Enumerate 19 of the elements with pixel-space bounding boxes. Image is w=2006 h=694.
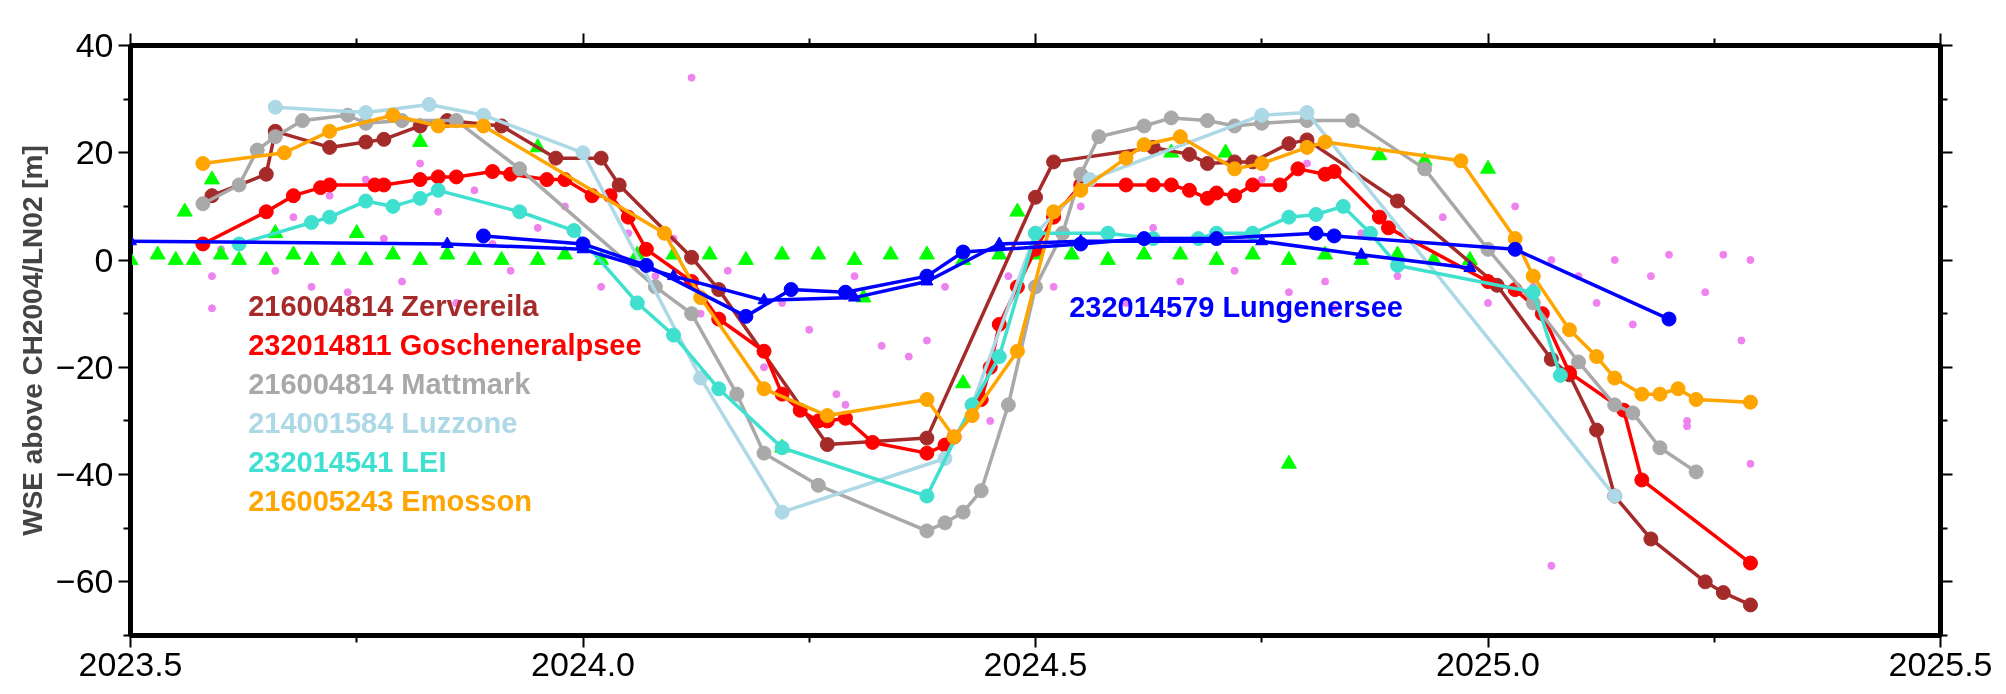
y-axis-title: WSE above CH2004/LN02 [m] xyxy=(16,145,48,536)
text: 216005243 Emosson xyxy=(248,484,532,517)
x-tick-label: 2024.5 xyxy=(983,644,1088,683)
text: 216004814 Mattmark xyxy=(248,367,532,400)
series-label: 232014579 Lungenersee xyxy=(1069,291,1403,324)
y-tick-label: 40 xyxy=(75,26,114,64)
text: 214001584 Luzzone xyxy=(248,406,518,439)
y-tick-label: 0 xyxy=(94,240,114,279)
text: 216004814 Zervereila xyxy=(248,289,540,322)
y-tick-label: 20 xyxy=(75,133,114,172)
x-tick-label: 2025.5 xyxy=(1888,644,1993,683)
text: 232014811 Goscheneralpsee xyxy=(248,328,642,361)
y-tick-label: −60 xyxy=(55,562,114,601)
y-tick-label: −40 xyxy=(55,455,114,494)
x-tick-label: 2024.0 xyxy=(531,644,635,683)
text: 232014541 LEI xyxy=(248,445,447,478)
y-tick-label: −20 xyxy=(55,347,114,386)
x-tick-label: 2025.0 xyxy=(1436,644,1540,683)
x-tick-label: 2023.5 xyxy=(78,644,183,683)
